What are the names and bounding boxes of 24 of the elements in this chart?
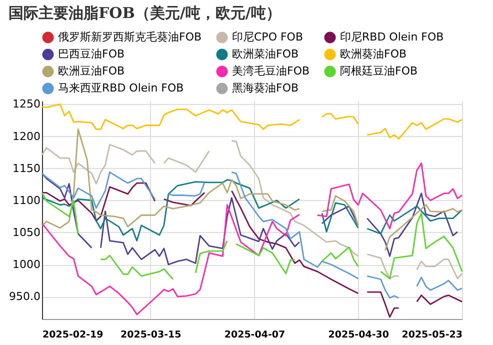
- legend-label: 印尼CPO FOB: [232, 30, 304, 44]
- x-tick-label: 2025-04-30: [328, 330, 390, 340]
- legend-label: 欧洲菜油FOB: [232, 48, 299, 60]
- y-tick-label: 1200: [12, 130, 40, 143]
- legend-label: 巴西豆油FOB: [58, 48, 125, 60]
- legend-label: 黑海葵油FOB: [232, 82, 299, 94]
- y-tick-label: 1100: [12, 194, 40, 207]
- y-tick-label: 1250: [12, 98, 40, 111]
- x-tick-label: 2025-03-15: [120, 330, 182, 340]
- y-tick-label: 1150: [12, 162, 40, 175]
- y-tick-label: 1000: [12, 258, 40, 271]
- y-tick-label: 950.0: [9, 290, 40, 304]
- legend-label: 阿根廷豆油FOB: [340, 64, 418, 78]
- legend-label: 欧洲豆油FOB: [58, 64, 125, 78]
- chart-title: 国际主要油脂FOB（美元/吨，欧元/吨）: [8, 4, 281, 22]
- legend-label: 欧洲葵油FOB: [340, 48, 407, 60]
- legend-label: 印尼RBD Olein FOB: [340, 30, 444, 44]
- x-tick-label: 2025-05-23: [402, 330, 462, 340]
- legend-label: 美湾毛豆油FOB: [232, 64, 310, 78]
- x-tick-label: 2025-04-07: [224, 330, 286, 340]
- y-tick-label: 1050: [12, 226, 40, 239]
- x-tick-label: 2025-02-19: [42, 330, 104, 340]
- legend-label: 马来西亚RBD Olein FOB: [58, 82, 184, 94]
- legend-label: 俄罗斯新罗西斯克毛葵油FOB: [58, 30, 202, 44]
